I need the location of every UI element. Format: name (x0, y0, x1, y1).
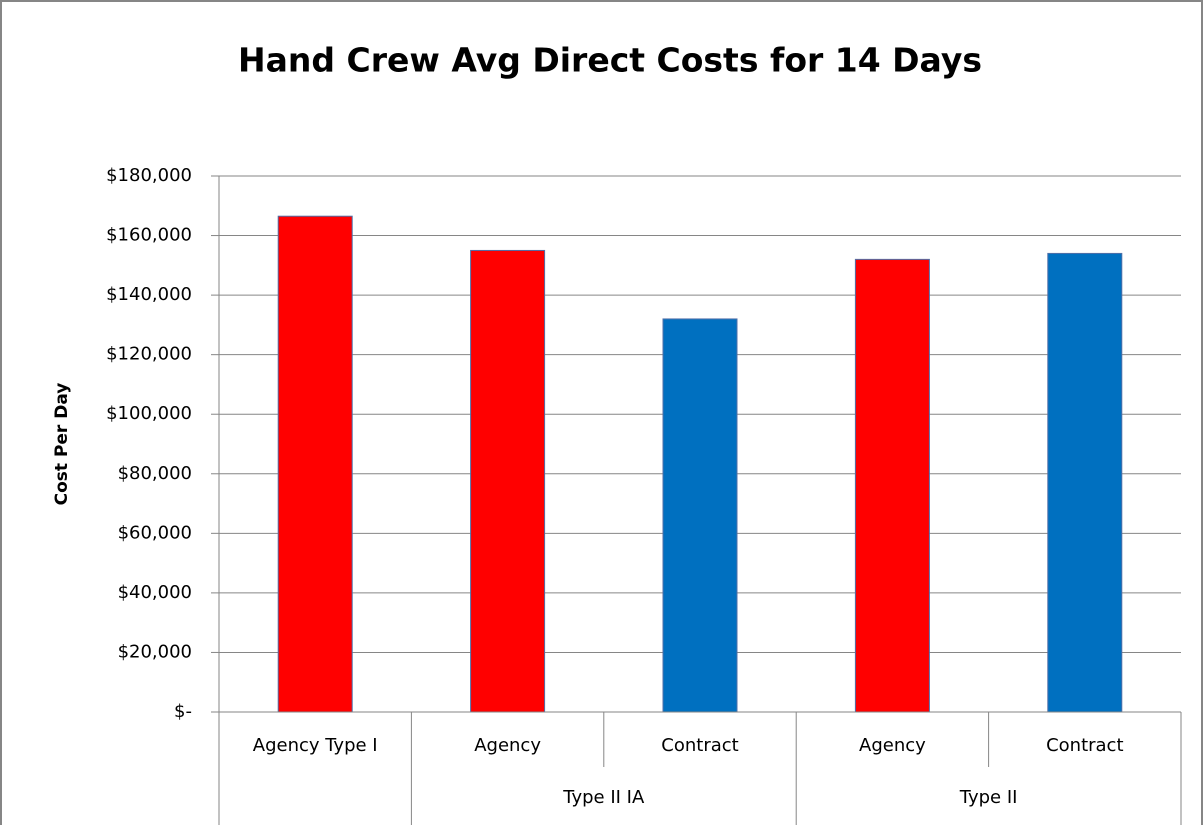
group-label: Type II (959, 787, 1018, 808)
bar (277, 215, 353, 713)
x-tick-label: Agency Type I (253, 735, 378, 756)
x-tick-label: Agency (859, 735, 926, 756)
bar (470, 249, 546, 713)
y-tick-label: $40,000 (118, 582, 192, 603)
bar (854, 258, 930, 713)
x-tick-label: Contract (1046, 735, 1123, 756)
bar (662, 318, 738, 713)
bar (1047, 252, 1123, 713)
chart-title: Hand Crew Avg Direct Costs for 14 Days (238, 41, 982, 80)
y-tick-label: $80,000 (118, 463, 192, 484)
y-tick-label: $140,000 (106, 284, 192, 305)
y-tick-label: $60,000 (118, 522, 192, 543)
y-tick-label: $20,000 (118, 641, 192, 662)
y-axis-label: Cost Per Day (52, 383, 72, 506)
x-tick-label: Contract (661, 735, 738, 756)
y-tick-label: $180,000 (106, 165, 192, 186)
x-tick-label: Agency (474, 735, 541, 756)
y-tick-label: $120,000 (106, 344, 192, 365)
y-tick-label: $160,000 (106, 225, 192, 246)
y-tick-label: $- (174, 701, 192, 722)
y-tick-label: $100,000 (106, 403, 192, 424)
group-label: Type II IA (562, 787, 645, 808)
